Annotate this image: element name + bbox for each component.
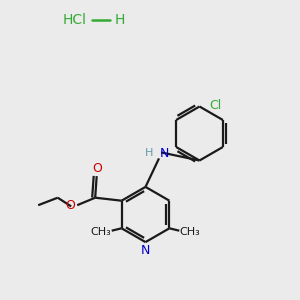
Text: H: H	[145, 148, 153, 158]
Text: CH₃: CH₃	[179, 227, 200, 237]
Text: O: O	[65, 199, 75, 212]
Text: CH₃: CH₃	[91, 227, 112, 237]
Text: N: N	[141, 244, 150, 257]
Text: N: N	[159, 146, 169, 160]
Text: O: O	[92, 162, 102, 175]
Text: HCl: HCl	[63, 13, 87, 26]
Text: Cl: Cl	[209, 99, 221, 112]
Text: H: H	[115, 13, 125, 26]
